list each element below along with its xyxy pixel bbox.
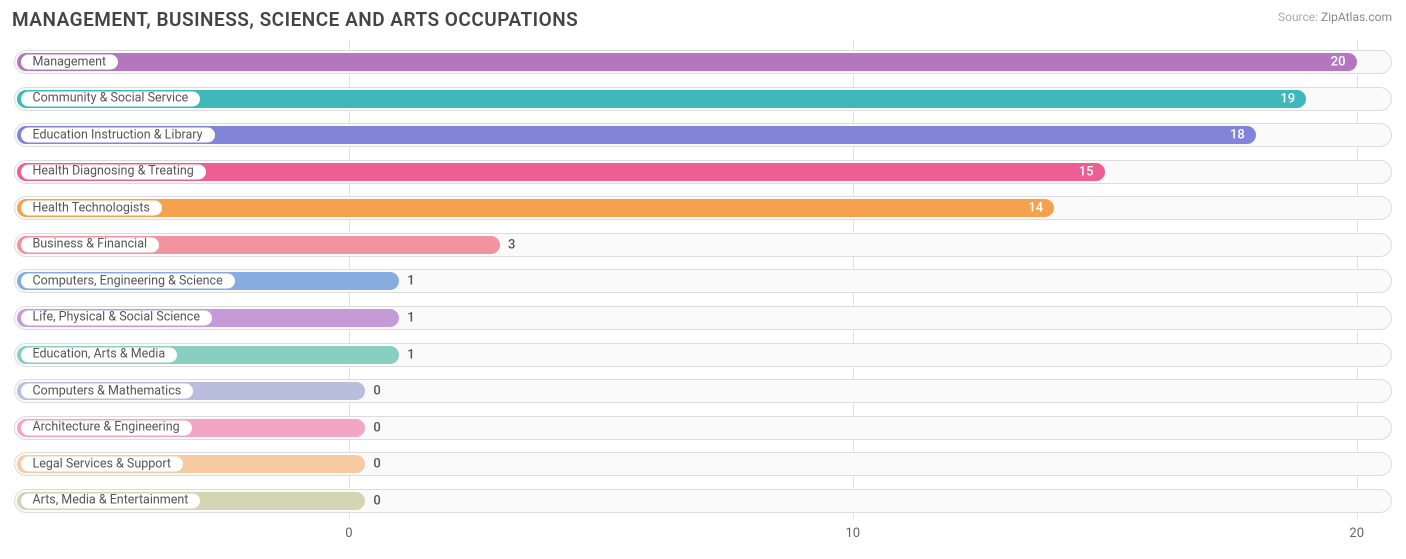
bar-row: Management 20 <box>14 50 1392 74</box>
bar-value-label: 14 <box>1028 201 1043 216</box>
bar-value-label: 3 <box>508 237 515 252</box>
bar-category-label: Business & Financial <box>21 237 160 252</box>
bar-row: Education Instruction & Library 18 <box>14 123 1392 147</box>
bar-row: Life, Physical & Social Science 1 <box>14 306 1392 330</box>
bar-fill <box>17 199 1054 217</box>
bar-row: Legal Services & Support 0 <box>14 452 1392 476</box>
bar-value-label: 1 <box>407 347 414 362</box>
bar-row: Health Technologists 14 <box>14 196 1392 220</box>
bar-value-label: 0 <box>373 457 380 472</box>
x-axis-tick-label: 0 <box>345 526 352 541</box>
bars-container: Management 20 Community & Social Service 19… <box>14 44 1392 519</box>
bar-category-label: Arts, Media & Entertainment <box>21 493 201 508</box>
bar-row: Business & Financial 3 <box>14 233 1392 257</box>
bar-value-label: 0 <box>373 384 380 399</box>
x-axis-tick-label: 20 <box>1349 526 1364 541</box>
bar-category-label: Education Instruction & Library <box>21 128 215 143</box>
bar-row: Arts, Media & Entertainment 0 <box>14 489 1392 513</box>
bar-value-label: 1 <box>407 274 414 289</box>
bar-category-label: Health Diagnosing & Treating <box>21 164 206 179</box>
bar-category-label: Legal Services & Support <box>21 457 184 472</box>
bar-category-label: Computers & Mathematics <box>21 384 194 399</box>
bar-value-label: 20 <box>1331 55 1346 70</box>
bar-fill <box>17 90 1306 108</box>
bar-category-label: Life, Physical & Social Science <box>21 310 212 325</box>
bar-row: Community & Social Service 19 <box>14 87 1392 111</box>
chart-plot-area: Management 20 Community & Social Service 19… <box>14 40 1392 545</box>
source-attribution: Source: ZipAtlas.com <box>1278 10 1392 24</box>
bar-row: Architecture & Engineering 0 <box>14 416 1392 440</box>
bar-row: Computers, Engineering & Science 1 <box>14 269 1392 293</box>
bar-value-label: 0 <box>373 493 380 508</box>
bar-fill <box>17 53 1357 71</box>
bar-category-label: Community & Social Service <box>21 91 201 106</box>
bar-value-label: 0 <box>373 420 380 435</box>
chart-title: MANAGEMENT, BUSINESS, SCIENCE AND ARTS O… <box>12 8 578 31</box>
bar-category-label: Education, Arts & Media <box>21 347 178 362</box>
source-label: Source: <box>1278 10 1318 24</box>
bar-row: Computers & Mathematics 0 <box>14 379 1392 403</box>
bar-row: Education, Arts & Media 1 <box>14 343 1392 367</box>
bar-value-label: 18 <box>1230 128 1245 143</box>
x-axis-tick-label: 10 <box>845 526 860 541</box>
bar-category-label: Management <box>21 55 119 70</box>
bar-value-label: 1 <box>407 310 414 325</box>
bar-row: Health Diagnosing & Treating 15 <box>14 160 1392 184</box>
source-value: ZipAtlas.com <box>1321 10 1392 24</box>
bar-value-label: 19 <box>1280 91 1295 106</box>
bar-category-label: Architecture & Engineering <box>21 420 192 435</box>
bar-category-label: Computers, Engineering & Science <box>21 274 235 289</box>
bar-value-label: 15 <box>1079 164 1094 179</box>
bar-category-label: Health Technologists <box>21 201 162 216</box>
